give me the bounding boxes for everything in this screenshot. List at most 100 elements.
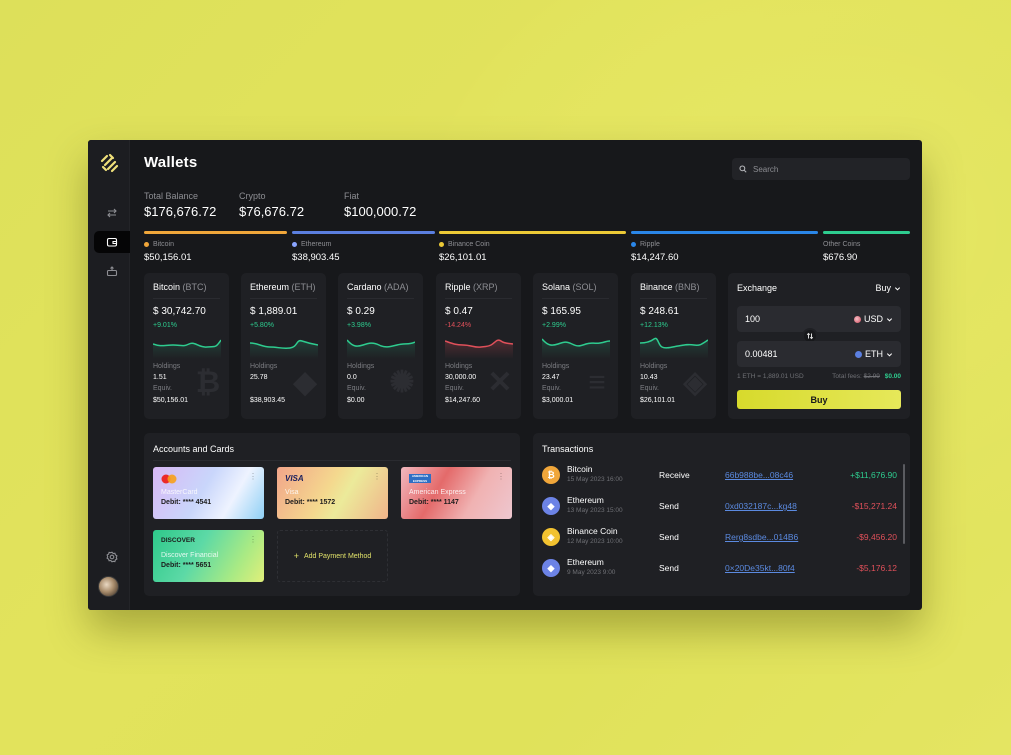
tx-date: 9 May 2023 9:00 xyxy=(567,569,616,576)
swap-vertical-icon xyxy=(806,332,814,340)
coin-card-ethereum[interactable]: Ethereum (ETH) $ 1,889.01 +5.80% ◆ Holdi… xyxy=(241,273,326,419)
equiv-label: Equiv. xyxy=(542,385,561,392)
coin-card-cardano[interactable]: Cardano (ADA) $ 0.29 +3.98% ✺ Holdings 0… xyxy=(338,273,423,419)
allocation-name: Bitcoin xyxy=(153,241,175,248)
allocation-other-coins: Other Coins $676.90 xyxy=(823,231,910,263)
fees-label: Total fees: xyxy=(832,373,862,380)
coin-name: Ethereum xyxy=(250,282,290,292)
allocation-amount: $50,156.01 xyxy=(144,252,192,263)
equiv-label: Equiv. xyxy=(640,385,659,392)
sparkline-chart xyxy=(250,339,318,359)
transaction-row[interactable]: ◆ Ethereum 13 May 2023 15:00 Send 0xd032… xyxy=(542,494,897,522)
avatar[interactable] xyxy=(98,576,119,597)
settings-button[interactable] xyxy=(94,546,130,568)
sparkline-chart xyxy=(542,338,610,359)
holdings-value: 23.47 xyxy=(542,374,560,381)
tx-amount: -$5,176.12 xyxy=(856,563,897,573)
card-menu-icon[interactable]: ⋮ xyxy=(497,472,505,481)
card-mastercard[interactable]: MasterCard Debit: **** 4541 ⋮ xyxy=(153,467,264,519)
sidebar-item-exchange[interactable] xyxy=(94,202,130,224)
binance-coin-icon: ◈ xyxy=(542,528,560,546)
transaction-row[interactable]: ◈ Binance Coin 12 May 2023 10:00 Send Re… xyxy=(542,525,897,553)
total-balance: Total Balance $176,676.72 xyxy=(144,191,216,219)
chevron-down-icon xyxy=(886,352,893,357)
wallet-icon xyxy=(106,237,118,247)
total-balance-label: Total Balance xyxy=(144,191,199,201)
search-icon xyxy=(739,165,747,173)
tx-amount: -$9,456.20 xyxy=(856,532,897,542)
search-input[interactable] xyxy=(753,164,903,174)
coin-card-binance[interactable]: Binance (BNB) $ 248.61 +12.13% ◈ Holding… xyxy=(631,273,716,419)
from-amount-input[interactable] xyxy=(745,314,825,324)
from-amount-field[interactable]: USD xyxy=(737,306,901,332)
equiv-value: $26,101.01 xyxy=(640,397,676,404)
holdings-value: 1.51 xyxy=(153,374,167,381)
fees-new: $0.00 xyxy=(884,373,901,380)
binance-icon: ◈ xyxy=(683,366,707,399)
sidebar-item-staking[interactable] xyxy=(94,260,130,282)
card-name: Discover Financial xyxy=(161,552,219,559)
equiv-label: Equiv. xyxy=(153,385,172,392)
coin-price: $ 0.47 xyxy=(445,306,473,317)
bitcoin-icon: ₿ xyxy=(195,366,221,399)
card-menu-icon[interactable]: ⋮ xyxy=(249,535,257,544)
add-payment-method-button[interactable]: + Add Payment Method xyxy=(277,530,388,582)
tx-coin: Binance Coin xyxy=(567,526,618,536)
exchange-mode-dropdown[interactable]: Buy xyxy=(875,283,901,293)
transaction-row[interactable]: ₿ Bitcoin 15 May 2023 16:00 Receive 66b9… xyxy=(542,463,897,491)
card-discover[interactable]: DISCOVER Discover Financial Debit: **** … xyxy=(153,530,264,582)
coin-price: $ 1,889.01 xyxy=(250,306,298,317)
sidebar-item-wallets[interactable] xyxy=(94,231,130,253)
allocation-amount: $26,101.01 xyxy=(439,252,487,263)
tx-hash-link[interactable]: 66b988be...08c46 xyxy=(725,470,794,480)
fiat-balance: Fiat $100,000.72 xyxy=(344,191,416,219)
coin-change: +5.80% xyxy=(250,322,274,329)
sparkline-chart xyxy=(445,339,513,359)
coin-card-bitcoin[interactable]: Bitcoin (BTC) $ 30,742.70 +9.01% ₿ Holdi… xyxy=(144,273,229,419)
coin-card-solana[interactable]: Solana (SOL) $ 165.95 +2.99% ≡ Holdings … xyxy=(533,273,618,419)
allocation-name: Ethereum xyxy=(301,241,332,248)
to-currency-select[interactable]: ETH xyxy=(855,349,893,359)
card-american-express[interactable]: AMERICAN EXPRESS American Express Debit: … xyxy=(401,467,512,519)
holdings-label: Holdings xyxy=(153,363,181,370)
to-amount-input[interactable] xyxy=(745,349,825,359)
tx-hash-link[interactable]: Rerg8sdbe...014B6 xyxy=(725,532,799,542)
coin-change: -14.24% xyxy=(445,322,472,329)
card-name: American Express xyxy=(409,489,466,496)
card-name: MasterCard xyxy=(161,489,198,496)
amex-logo-icon: AMERICAN EXPRESS xyxy=(409,474,504,484)
tx-hash-link[interactable]: 0×20De35kt...80f4 xyxy=(725,563,795,573)
legend-dot xyxy=(292,242,297,247)
bitcoin-icon: ₿ xyxy=(542,466,560,484)
tx-coin: Ethereum xyxy=(567,495,604,505)
fiat-balance-value: $100,000.72 xyxy=(344,204,417,219)
coin-card-ripple[interactable]: Ripple (XRP) $ 0.47 -14.24% ✕ Holdings 3… xyxy=(436,273,521,419)
app-window: Wallets Total Balance $176,676.72 Crypto… xyxy=(88,140,922,610)
legend-dot xyxy=(439,242,444,247)
card-menu-icon[interactable]: ⋮ xyxy=(373,472,381,481)
transaction-row[interactable]: ◆ Ethereum 9 May 2023 9:00 Send 0×20De35… xyxy=(542,556,897,584)
coin-symbol: (BTC) xyxy=(182,282,207,292)
discover-logo-icon: DISCOVER xyxy=(161,537,195,544)
search-box[interactable] xyxy=(732,158,910,180)
ethereum-icon: ◆ xyxy=(542,559,560,577)
total-fees: Total fees: $2.99 $0.00 xyxy=(832,373,901,380)
ethereum-icon: ◆ xyxy=(293,366,317,399)
holdings-label: Holdings xyxy=(445,363,473,370)
tx-hash-link[interactable]: 0xd032187c...kg48 xyxy=(725,501,797,511)
legend-dot xyxy=(144,242,149,247)
solana-icon: ≡ xyxy=(588,366,606,399)
tx-amount: +$11,676.90 xyxy=(850,470,897,480)
to-amount-field[interactable]: ETH xyxy=(737,341,901,367)
card-number: Debit: **** 5651 xyxy=(161,562,212,569)
card-visa[interactable]: VISA Visa Debit: **** 1572 ⋮ xyxy=(277,467,388,519)
holdings-label: Holdings xyxy=(542,363,570,370)
transactions-scrollbar[interactable] xyxy=(903,464,905,544)
card-number: Debit: **** 1572 xyxy=(285,499,336,506)
from-currency-select[interactable]: USD xyxy=(853,314,893,324)
accounts-panel: Accounts and Cards MasterCard Debit: ***… xyxy=(144,433,520,596)
allocation-amount: $38,903.45 xyxy=(292,252,340,263)
buy-button[interactable]: Buy xyxy=(737,390,901,409)
card-menu-icon[interactable]: ⋮ xyxy=(249,472,257,481)
exchange-panel: Exchange Buy USD ETH 1 ETH = 1,889.01 US… xyxy=(728,273,910,419)
